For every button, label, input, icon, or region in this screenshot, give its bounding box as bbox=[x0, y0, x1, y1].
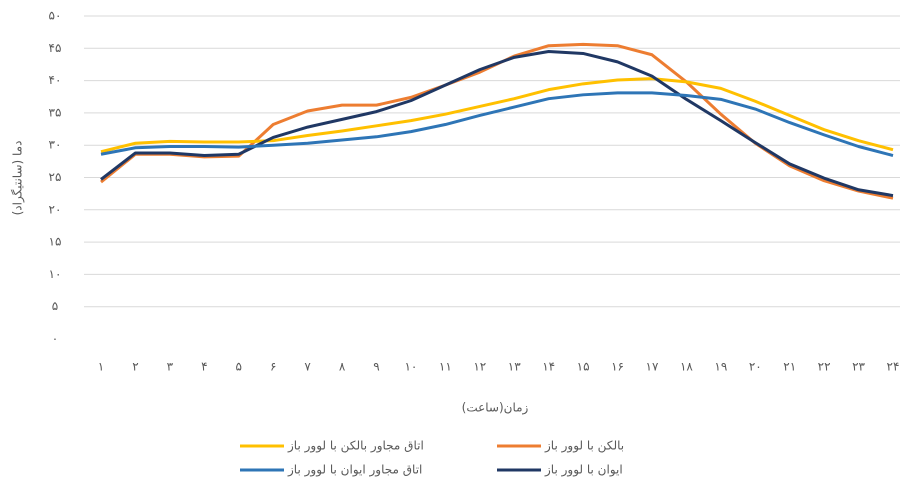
legend-label: اتاق مجاور بالکن با لوور باز bbox=[287, 439, 424, 454]
y-tick-label: ۳۰ bbox=[49, 138, 62, 152]
x-tick-label: ۱۵ bbox=[577, 360, 590, 374]
series-line bbox=[100, 77, 894, 154]
y-tick-label: ۴۵ bbox=[49, 41, 62, 55]
x-tick-label: ۱۴ bbox=[542, 360, 555, 374]
x-tick-label: ۱۷ bbox=[646, 360, 659, 374]
x-tick-label: ۲۴ bbox=[887, 360, 900, 374]
x-tick-label: ۱ bbox=[98, 360, 104, 374]
x-tick-label: ۱۹ bbox=[714, 360, 727, 374]
x-tick-label: ۹ bbox=[373, 360, 379, 374]
x-tick-label: ۱۲ bbox=[473, 360, 486, 374]
x-tick-label: ۷ bbox=[304, 360, 311, 374]
y-tick-label: ۰ bbox=[52, 332, 58, 346]
y-tick-label: ۴۰ bbox=[49, 73, 62, 87]
series-line bbox=[100, 91, 894, 157]
series-line bbox=[100, 42, 894, 200]
x-tick-label: ۱۸ bbox=[680, 360, 693, 374]
x-tick-label: ۲۱ bbox=[783, 360, 796, 374]
y-tick-label: ۲۵ bbox=[49, 170, 62, 184]
y-tick-label: ۱۵ bbox=[49, 235, 62, 249]
x-tick-label: ۱۱ bbox=[439, 360, 452, 374]
x-tick-label: ۳ bbox=[167, 360, 174, 374]
y-tick-label: ۵ bbox=[52, 299, 58, 313]
x-tick-label: ۶ bbox=[270, 360, 276, 374]
y-tick-label: ۲۰ bbox=[49, 202, 62, 216]
y-tick-label: ۵۰ bbox=[49, 9, 62, 23]
y-tick-label: ۳۵ bbox=[49, 105, 62, 119]
x-tick-label: ۵ bbox=[236, 360, 242, 374]
x-tick-label: ۸ bbox=[339, 360, 346, 374]
y-tick-label: ۱۰ bbox=[49, 267, 62, 281]
x-tick-label: ۱۶ bbox=[611, 360, 624, 374]
x-tick-label: ۲۲ bbox=[818, 360, 831, 374]
x-tick-label: ۱۰ bbox=[404, 360, 417, 374]
x-tick-label: ۱۳ bbox=[508, 360, 521, 374]
x-tick-label: ۲۰ bbox=[749, 360, 762, 374]
x-axis-label: زمان(ساعت) bbox=[462, 401, 529, 416]
legend-label: ایوان با لوور باز bbox=[544, 463, 623, 478]
legend-label: بالکن با لوور باز bbox=[544, 439, 624, 454]
x-tick-label: ۲ bbox=[132, 360, 138, 374]
x-tick-label: ۴ bbox=[201, 360, 207, 374]
x-tick-label: ۲۳ bbox=[852, 360, 865, 374]
series-line bbox=[100, 50, 894, 198]
legend-label: اتاق مجاور ایوان با لوور باز bbox=[287, 463, 422, 478]
y-axis-label: دما (سانتیگراد) bbox=[11, 141, 26, 216]
